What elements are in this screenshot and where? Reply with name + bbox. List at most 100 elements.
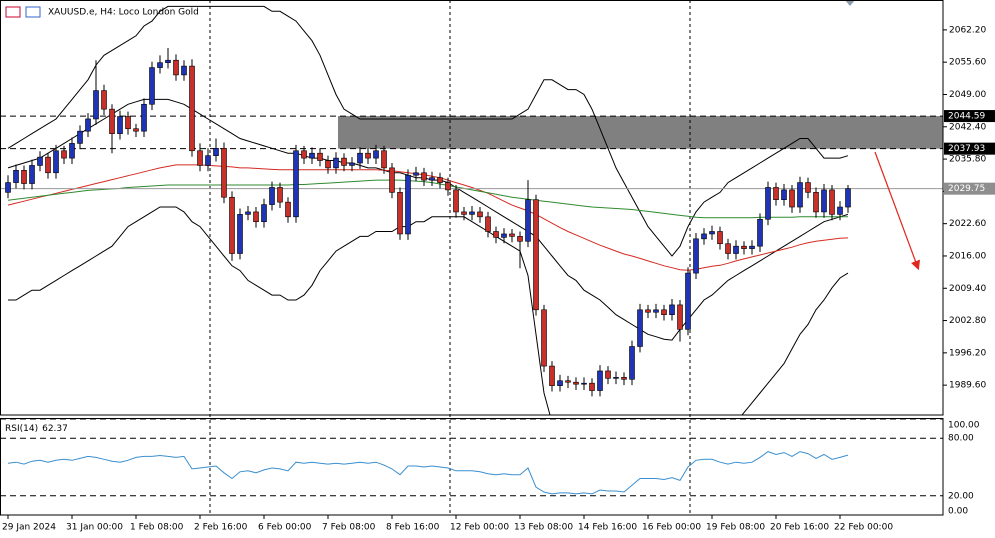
rsi-tick-label: 100.00 bbox=[948, 421, 980, 431]
candle-body bbox=[637, 309, 643, 347]
main-frame bbox=[0, 0, 944, 416]
candle-body bbox=[485, 216, 491, 232]
title-icons bbox=[5, 6, 41, 18]
rsi-value: 62.37 bbox=[42, 424, 68, 434]
candle-body bbox=[213, 148, 219, 156]
candle-body bbox=[13, 170, 19, 183]
x-tick-label: 20 Feb 16:00 bbox=[770, 523, 829, 533]
candle-body bbox=[421, 172, 427, 181]
shift-marker bbox=[845, 0, 855, 6]
y-tick-label: 1989.60 bbox=[949, 381, 986, 391]
candle-body bbox=[357, 152, 363, 164]
candle-body bbox=[325, 160, 331, 169]
y-tick-label: 2042.40 bbox=[949, 122, 986, 132]
candle-body bbox=[413, 172, 419, 176]
candle-body bbox=[53, 150, 59, 174]
candle-body bbox=[165, 59, 171, 63]
candle-body bbox=[813, 192, 819, 213]
candle-body bbox=[45, 156, 51, 174]
candle-body bbox=[317, 152, 323, 161]
candle-body bbox=[29, 165, 35, 184]
candle-body bbox=[333, 157, 339, 169]
candle-body bbox=[773, 187, 779, 200]
candle-body bbox=[437, 177, 443, 183]
candle-body bbox=[445, 182, 451, 191]
candle-body bbox=[789, 189, 795, 208]
indicator-line bbox=[7, 98, 849, 341]
candle-body bbox=[173, 59, 179, 76]
candle-body bbox=[517, 236, 523, 242]
candle-body bbox=[5, 182, 11, 193]
candle-body bbox=[197, 150, 203, 166]
candle-body bbox=[181, 65, 187, 76]
candle-body bbox=[605, 370, 611, 379]
zone-layer bbox=[0, 115, 943, 150]
chart-title: XAUUSD.e, H4: Loco London Gold bbox=[48, 8, 199, 18]
x-tick-label: 12 Feb 00:00 bbox=[450, 523, 509, 533]
day-separators bbox=[209, 0, 691, 515]
y-tick-label: 1996.20 bbox=[949, 348, 986, 358]
candle-body bbox=[61, 150, 67, 159]
level-label: 2044.59 bbox=[948, 112, 985, 122]
candle-body bbox=[621, 377, 627, 380]
candle-body bbox=[453, 189, 459, 213]
candle-body bbox=[277, 187, 283, 203]
candle-body bbox=[85, 118, 91, 132]
candle-body bbox=[101, 90, 107, 110]
x-tick-label: 16 Feb 00:00 bbox=[642, 523, 701, 533]
candle-body bbox=[397, 192, 403, 235]
resistance-zone bbox=[338, 116, 943, 149]
y-tick-label: 2055.60 bbox=[949, 58, 986, 68]
rsi-tick-label: 20.00 bbox=[948, 491, 974, 501]
candle-body bbox=[37, 156, 43, 166]
candle-body bbox=[765, 187, 771, 220]
candle-body bbox=[581, 382, 587, 385]
candle-body bbox=[301, 150, 307, 159]
candle-body bbox=[837, 206, 843, 215]
candle-body bbox=[237, 214, 243, 254]
candle-body bbox=[149, 67, 155, 105]
candle-body bbox=[557, 380, 563, 386]
icon bbox=[25, 6, 41, 18]
candle-body bbox=[341, 157, 347, 166]
candle-body bbox=[93, 90, 99, 120]
candle-body bbox=[541, 309, 547, 367]
candle-body bbox=[285, 201, 291, 218]
candle-layer bbox=[5, 47, 851, 397]
x-tick-label: 7 Feb 08:00 bbox=[322, 523, 376, 533]
x-tick-label: 2 Feb 16:00 bbox=[194, 523, 248, 533]
candle-body bbox=[477, 211, 483, 218]
candle-body bbox=[805, 182, 811, 193]
candle-body bbox=[117, 116, 123, 134]
y-tick-label: 2035.80 bbox=[949, 155, 986, 165]
candle-body bbox=[573, 381, 579, 385]
candle-body bbox=[613, 377, 619, 379]
y-tick-label: 2002.80 bbox=[949, 316, 986, 326]
candle-body bbox=[725, 243, 731, 254]
candle-body bbox=[77, 130, 83, 144]
candle-body bbox=[749, 245, 755, 249]
candle-body bbox=[373, 150, 379, 159]
candle-body bbox=[717, 231, 723, 245]
x-tick-label: 22 Feb 00:00 bbox=[834, 523, 893, 533]
candle-body bbox=[501, 233, 507, 238]
candle-body bbox=[741, 245, 747, 249]
rsi-name: RSI(14) bbox=[5, 424, 38, 434]
candle-body bbox=[525, 199, 531, 242]
candle-body bbox=[189, 65, 195, 152]
candle-body bbox=[565, 380, 571, 383]
x-tick-label: 14 Feb 16:00 bbox=[578, 523, 637, 533]
rsi-line bbox=[7, 451, 849, 495]
indicator-line bbox=[7, 179, 848, 219]
x-tick-label: 6 Feb 00:00 bbox=[258, 523, 312, 533]
level-box bbox=[944, 142, 995, 155]
candle-body bbox=[221, 148, 227, 198]
rsi-frame bbox=[0, 418, 944, 516]
candle-body bbox=[157, 62, 163, 68]
rsi-tick-label: 0.00 bbox=[948, 507, 968, 517]
level-box bbox=[944, 110, 995, 123]
candle-body bbox=[133, 128, 139, 132]
y-tick-label: 2062.20 bbox=[949, 25, 986, 35]
